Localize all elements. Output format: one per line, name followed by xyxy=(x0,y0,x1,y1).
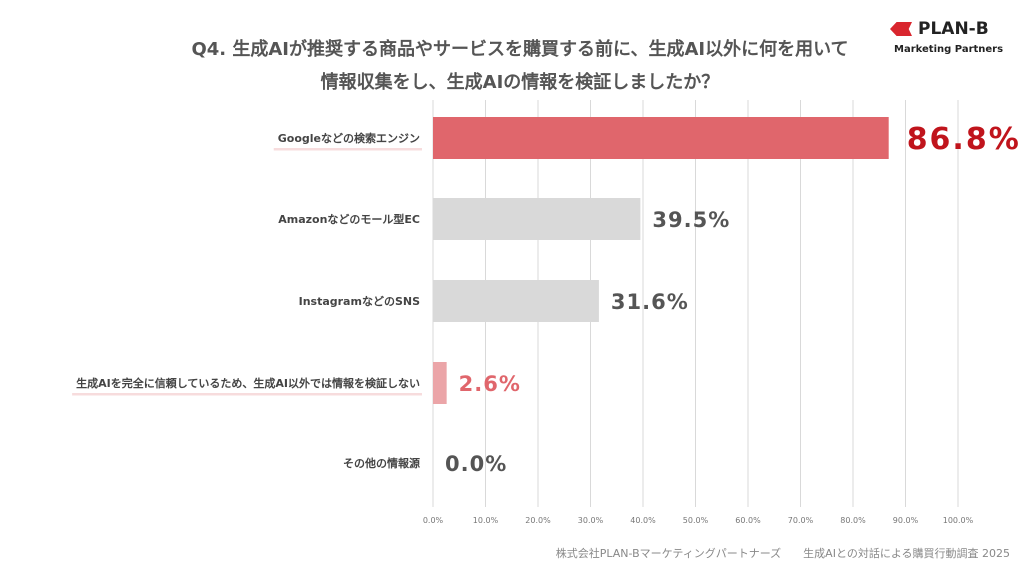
category-label: Amazonなどのモール型EC xyxy=(278,212,420,226)
footer-credit: 株式会社PLAN-Bマーケティングパートナーズ 生成AIとの対話による購買行動調… xyxy=(555,547,1010,560)
x-tick-label: 100.0% xyxy=(943,516,974,525)
category-label: InstagramなどのSNS xyxy=(299,295,420,308)
label-underline xyxy=(72,393,422,396)
value-label: 86.8% xyxy=(907,122,1021,157)
x-tick-label: 90.0% xyxy=(893,516,919,525)
x-tick-label: 80.0% xyxy=(840,516,866,525)
bar xyxy=(433,362,447,404)
chart-title: Q4. 生成AIが推奨する商品やサービスを購買する前に、生成AI以外に何を用いて… xyxy=(100,33,940,99)
logo-name: PLAN-B xyxy=(918,19,989,39)
x-tick-label: 70.0% xyxy=(788,516,814,525)
category-label: 生成AIを完全に信頼しているため、生成AI以外では情報を検証しない xyxy=(76,376,420,390)
value-label: 31.6% xyxy=(611,290,689,314)
bar xyxy=(433,280,599,322)
logo-subtitle: Marketing Partners xyxy=(894,44,1004,55)
x-tick-label: 10.0% xyxy=(473,516,499,525)
category-label: その他の情報源 xyxy=(343,456,420,470)
logo-mark-icon xyxy=(890,22,912,36)
title-line-1: Q4. 生成AIが推奨する商品やサービスを購買する前に、生成AI以外に何を用いて xyxy=(191,39,849,60)
x-tick-label: 50.0% xyxy=(683,516,709,525)
x-tick-label: 20.0% xyxy=(525,516,551,525)
label-underline xyxy=(273,148,422,151)
bar xyxy=(433,117,889,159)
title-line-2: 情報収集をし、生成AIの情報を検証しましたか？ xyxy=(320,72,720,93)
x-tick-label: 60.0% xyxy=(735,516,761,525)
category-label: Googleなどの検索エンジン xyxy=(278,131,420,145)
value-label: 39.5% xyxy=(652,208,730,232)
x-tick-label: 30.0% xyxy=(578,516,604,525)
value-label: 0.0% xyxy=(445,452,507,476)
value-label: 2.6% xyxy=(459,372,521,396)
x-tick-label: 0.0% xyxy=(423,516,444,525)
x-tick-label: 40.0% xyxy=(630,516,656,525)
bar xyxy=(433,198,641,240)
